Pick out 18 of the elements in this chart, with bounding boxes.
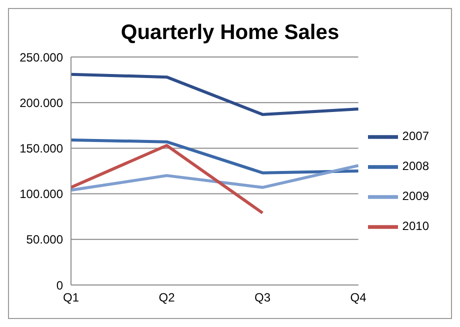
legend-label: 2009 (402, 189, 429, 204)
legend-label: 2010 (402, 219, 429, 234)
legend-label: 2008 (402, 159, 429, 174)
y-tick-label: 200.000 (20, 96, 64, 110)
line-series (70, 164, 360, 192)
y-tick-label: 150.000 (20, 141, 64, 156)
y-tick-label: 0 (56, 278, 64, 292)
x-tick-label: Q1 (62, 290, 80, 305)
line-series (70, 72, 360, 116)
y-tick-label: 100.000 (20, 187, 64, 202)
chart-title: Quarterly Home Sales (120, 21, 340, 46)
legend-label: 2007 (402, 129, 429, 144)
y-tick-label: 50.000 (26, 232, 64, 247)
x-tick-label: Q3 (254, 290, 271, 305)
y-tick-label: 250.000 (20, 50, 64, 64)
x-tick-label: Q4 (350, 290, 367, 305)
line-series (70, 138, 360, 174)
x-tick-label: Q2 (158, 290, 176, 305)
